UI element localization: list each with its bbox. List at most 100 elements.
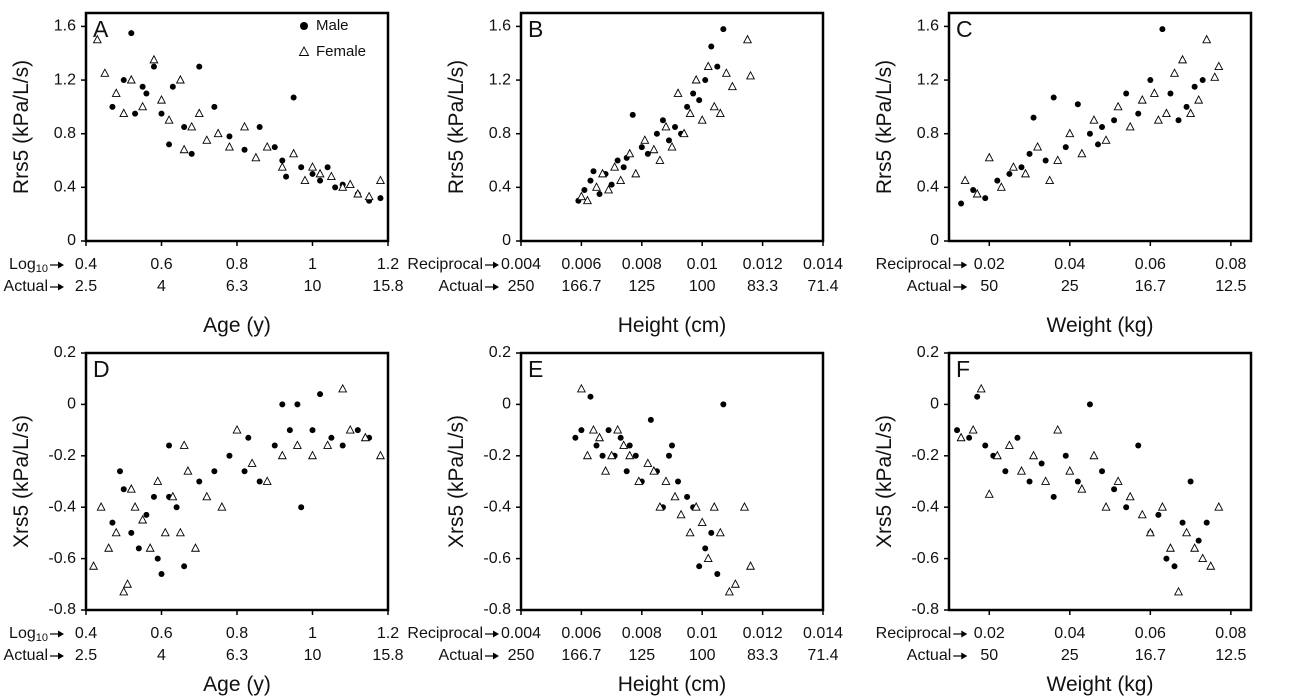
- data-point-female: [679, 128, 689, 138]
- data-point-female: [1041, 476, 1051, 485]
- data-point-male: [241, 468, 248, 475]
- data-point-male: [1123, 90, 1130, 97]
- y-tick-label: 0: [67, 232, 76, 249]
- y-axis-label: Xrs5 (kPa/L/s): [873, 415, 896, 548]
- data-point-male: [696, 97, 703, 104]
- data-point-male: [150, 493, 157, 500]
- data-point-male: [684, 493, 691, 500]
- data-point-female: [1153, 115, 1163, 124]
- x-tick-label-actual: 50: [980, 278, 998, 295]
- y-tick-label: -0.6: [911, 550, 939, 567]
- x-tick-label-transformed: 0.4: [75, 625, 97, 642]
- x-tick-label-actual: 100: [689, 278, 716, 295]
- y-tick-label: 1.6: [917, 18, 939, 35]
- x-tick-label-transformed: 0.02: [974, 256, 1005, 273]
- data-point-male: [1062, 144, 1069, 151]
- data-point-male: [982, 442, 989, 449]
- panel-d: D -0.8 -0.6 -0.4 -0.2 0 0.2 Xrs5 (kPa/L/s) 0.4 2.…: [4, 344, 404, 696]
- data-point-female: [1125, 121, 1135, 131]
- data-point-male: [135, 545, 142, 552]
- x-tick-label-transformed: 0.06: [1135, 256, 1166, 273]
- row-arrow-head: [961, 652, 968, 660]
- data-point-female: [145, 543, 155, 552]
- data-point-female: [122, 579, 133, 588]
- data-point-male: [1135, 442, 1142, 449]
- data-point-female: [634, 476, 644, 485]
- data-point-female: [649, 144, 659, 154]
- series-female: [576, 383, 756, 596]
- y-tick-label: 0: [502, 232, 511, 249]
- data-point-female: [190, 543, 201, 552]
- data-point-male: [1086, 401, 1093, 408]
- data-point-male: [626, 442, 633, 449]
- data-point-female: [1206, 561, 1216, 570]
- data-point-female: [616, 175, 626, 185]
- data-point-female: [960, 175, 970, 185]
- row-arrow-head: [493, 652, 499, 660]
- data-point-male: [143, 90, 150, 97]
- data-point-female: [1101, 502, 1111, 511]
- data-point-female: [676, 509, 686, 519]
- y-tick-label: 0.4: [54, 179, 76, 196]
- data-point-male: [290, 94, 297, 101]
- series-female: [956, 383, 1224, 596]
- data-point-female: [338, 383, 348, 393]
- data-point-female: [984, 152, 994, 162]
- data-point-male: [614, 157, 621, 164]
- data-point-male: [581, 187, 588, 194]
- data-point-female: [984, 489, 994, 498]
- row-arrow-head: [961, 261, 968, 269]
- data-point-male: [279, 157, 286, 164]
- data-point-male: [708, 43, 715, 50]
- panel-f: F -0.8 -0.6 -0.4 -0.2 0 0.2 Xrs5 (kPa/L/s) 0.02 5…: [873, 344, 1253, 696]
- x-tick-label-transformed: 1.2: [377, 625, 399, 642]
- row-arrow-head: [58, 283, 64, 291]
- series-female: [576, 34, 756, 205]
- data-point-female: [1210, 72, 1220, 81]
- data-point-female: [1053, 155, 1063, 164]
- row-name-log-subscript: 10: [36, 632, 48, 644]
- x-tick-label-transformed: 0.06: [1135, 625, 1166, 642]
- data-point-female: [277, 450, 287, 460]
- row-arrow-head: [58, 261, 64, 269]
- y-tick-label: 0.8: [489, 125, 511, 142]
- panel-e: E -0.8 -0.6 -0.4 -0.2 0 0.2 Xrs5 (kPa/L/s) 0.004…: [407, 344, 843, 696]
- y-axis-label: Xrs5 (kPa/L/s): [10, 415, 33, 548]
- data-point-male: [672, 124, 679, 130]
- data-point-male: [708, 529, 715, 536]
- data-point-female: [217, 502, 227, 511]
- x-tick-label-actual: 25: [1061, 647, 1079, 664]
- data-point-male: [587, 177, 594, 184]
- y-tick-label: 1.2: [54, 71, 76, 88]
- data-point-male: [166, 141, 173, 148]
- data-point-male: [377, 195, 384, 202]
- panel-letter: E: [528, 356, 543, 382]
- y-tick-label: 0.2: [54, 344, 76, 361]
- y-axis-label: Rrs5 (kPa/L/s): [445, 60, 468, 194]
- data-point-male: [324, 164, 331, 171]
- data-point-female: [164, 115, 174, 124]
- data-point-female: [353, 188, 363, 198]
- y-tick-label: 1.6: [54, 18, 76, 35]
- x-tick-label-transformed: 0.01: [687, 625, 718, 642]
- data-point-female: [1137, 509, 1147, 519]
- data-point-female: [338, 182, 348, 191]
- x-tick-label-transformed: 0.08: [1215, 256, 1246, 273]
- data-point-female: [1182, 527, 1192, 537]
- row-name-transformed: Reciprocal: [407, 256, 483, 273]
- x-tick-label-transformed: 0.014: [803, 625, 843, 642]
- data-point-male: [1199, 77, 1206, 84]
- data-point-male: [665, 137, 672, 144]
- data-point-female: [1173, 586, 1184, 596]
- data-point-male: [1002, 468, 1009, 475]
- data-point-male: [590, 168, 597, 175]
- x-tick-label-actual: 16.7: [1135, 647, 1166, 664]
- data-point-female: [685, 108, 695, 117]
- data-point-female: [1029, 450, 1039, 460]
- x-tick-label-actual: 6.3: [226, 647, 248, 664]
- data-point-female: [670, 491, 680, 501]
- series-female: [89, 383, 385, 596]
- data-point-female: [240, 121, 250, 131]
- data-point-female: [613, 424, 623, 434]
